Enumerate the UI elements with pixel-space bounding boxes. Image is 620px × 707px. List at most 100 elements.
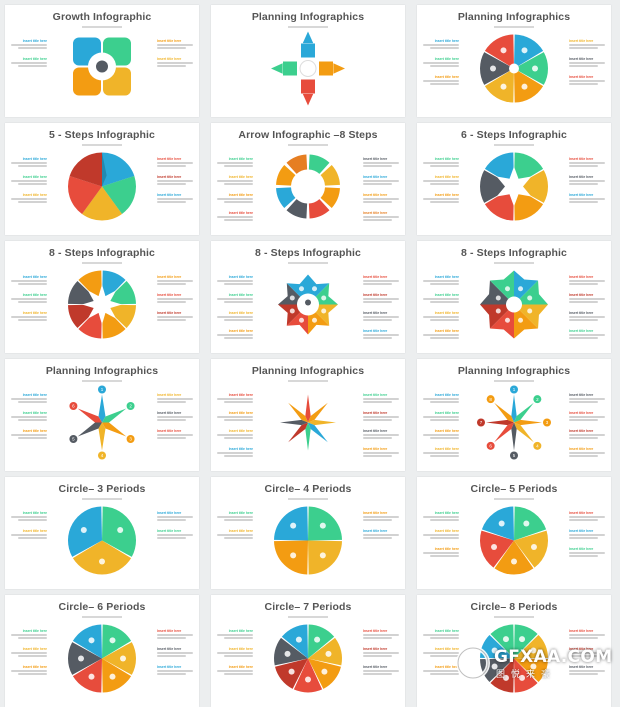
text-block-left: Insert title here [11,39,47,50]
number-badge-label: 4 [536,443,539,448]
slide-thumbnail[interactable]: 8 - Steps Infographic Insert title here In… [5,241,199,353]
text-block-heading: Insert title here [228,211,253,215]
chart-segment [490,658,514,693]
text-block-right: Insert title here [569,447,605,458]
segment-icon [321,308,327,314]
text-block-heading: Insert title here [363,329,388,333]
slide-graphic [271,268,345,347]
infographic-graphic [276,154,340,219]
text-block-right: Insert title here [569,57,605,68]
text-block-heading: Insert title here [228,175,253,179]
text-block-right: Insert title here [363,393,399,404]
text-block-left: Insert title here [423,629,459,640]
segment-icon [502,636,509,643]
gfxaa-logo-icon [456,646,490,680]
segment-icon [289,308,295,314]
petal-segment [489,304,514,339]
segment-icon [500,47,507,54]
text-block-heading: Insert title here [569,75,594,79]
slide-thumbnail[interactable]: Circle– 8 Periods Insert title here Insert… [417,595,611,707]
pinwheel-segment [69,152,102,187]
segment-icon [319,552,326,559]
slide-subtitle [211,379,405,383]
text-block-left: Insert title here [423,447,459,458]
text-block-left: Insert title here [217,511,253,522]
text-block-heading: Insert title here [22,529,47,533]
text-block-right: Insert title here [363,447,399,458]
text-block-left: Insert title here [217,175,253,186]
pinwheel-segment [82,186,122,221]
text-block-right: Insert title here [157,175,193,186]
star-ray [511,394,517,423]
slide-thumbnail[interactable]: 8 - Steps Infographic Insert title here In… [417,241,611,353]
slide-thumbnail[interactable]: Planning Infographics [211,5,405,117]
slide-graphic [271,386,345,465]
slide-subtitle [417,143,611,147]
text-block-heading: Insert title here [22,293,47,297]
slide-thumbnail[interactable]: Planning Infographics Insert title here In… [417,5,611,117]
text-block-left: Insert title here [423,429,459,440]
chart-segment [308,506,342,541]
slide-thumbnail[interactable]: Planning Infographics 1 2 3 4 5 6 7 8 Insert titl… [417,359,611,471]
star-ray [305,422,311,451]
text-block-heading: Insert title here [569,647,594,651]
slide-subtitle [417,25,611,29]
slide-thumbnail[interactable]: 5 - Steps Infographic Insert title here In… [5,123,199,235]
text-block-left: Insert title here [423,275,459,286]
segment-icon [312,317,318,323]
slide-title: Arrow Infographic –8 Steps [238,129,378,141]
text-block-heading: Insert title here [363,311,388,315]
text-block-right: Insert title here [157,411,193,422]
segment-icon [519,636,526,643]
slide-thumbnail[interactable]: Circle– 4 Periods Insert title here Insert… [211,477,405,589]
number-badge-label: 8 [489,397,492,402]
rocket-icon [305,299,311,306]
segment-icon [521,47,528,54]
number-badge-label: 5 [513,453,516,458]
slide-thumbnail[interactable]: Circle– 5 Periods Insert title here Insert… [417,477,611,589]
slide-thumbnail[interactable]: Circle– 3 Periods Insert title here Insert… [5,477,199,589]
slide-thumbnail[interactable]: Planning Infographics 1 2 3 4 5 6 Insert title … [5,359,199,471]
ring-arrow-segment [308,154,330,174]
text-block-heading: Insert title here [157,175,182,179]
segment-icon [518,286,524,292]
slide-thumbnail[interactable]: Planning Infographics Insert title here In… [211,359,405,471]
watermark-text: GFXAA.COM [494,647,613,667]
text-block-heading: Insert title here [22,311,47,315]
text-block-heading: Insert title here [157,511,182,515]
text-block-left: Insert title here [217,447,253,458]
text-block-heading: Insert title here [157,629,182,633]
text-block-left: Insert title here [423,329,459,340]
text-block-left: Insert title here [423,411,459,422]
segment-icon [80,527,87,533]
text-block-left: Insert title here [423,393,459,404]
text-block-right: Insert title here [157,157,193,168]
slide-thumbnail[interactable]: Arrow Infographic –8 Steps Insert title h… [211,123,405,235]
chart-segment [484,34,514,69]
arrow-block [301,79,315,94]
infographic-graphic [274,624,342,693]
slide-thumbnail[interactable]: 8 - Steps Infographic Insert title here In… [211,241,405,353]
slide-thumbnail[interactable]: 6 - Steps Infographic Insert title here In… [417,123,611,235]
slide-thumbnail[interactable]: Growth Infographic Insert title here Inser… [5,5,199,117]
slides-grid: Growth Infographic Insert title here Inser… [5,5,611,707]
text-block-left: Insert title here [11,311,47,322]
slide-thumbnail[interactable]: Circle– 6 Periods Insert title here Insert… [5,595,199,707]
text-block-heading: Insert title here [22,39,47,43]
slide-thumbnail[interactable]: Circle– 7 Periods Insert title here Insert… [211,595,405,707]
chart-segment [480,530,514,568]
pinwheel-segment [102,152,135,187]
petal-segment [514,270,539,305]
infographic-graphic [278,274,338,335]
text-block-right: Insert title here [157,39,193,50]
text-block-heading: Insert title here [434,275,459,279]
text-block-left: Insert title here [217,647,253,658]
number-badge-label: 3 [546,420,549,425]
text-block-heading: Insert title here [157,393,182,397]
segment-icon [530,543,537,550]
text-block-right: Insert title here [569,293,605,304]
chart-segment [72,540,132,575]
text-block-heading: Insert title here [569,529,594,533]
number-badge [98,385,106,394]
chart-segment [308,540,342,575]
